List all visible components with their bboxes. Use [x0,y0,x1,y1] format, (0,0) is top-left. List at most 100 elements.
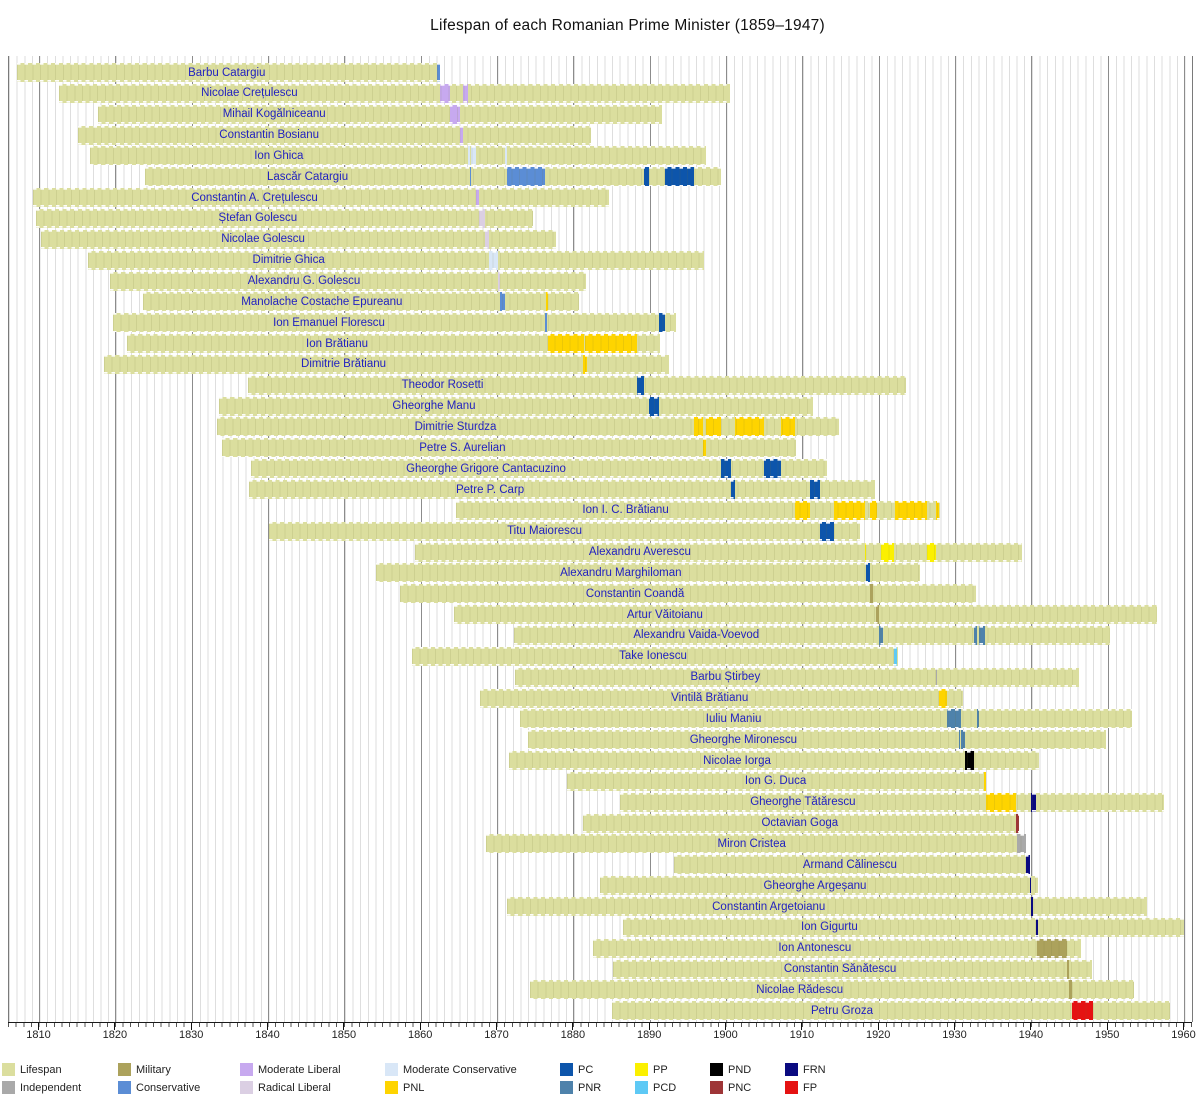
term-segment-conservative [469,167,472,187]
x-axis-tick-label: 1920 [865,1029,891,1041]
decade-gridline [268,56,270,1022]
term-segment-pnr [978,625,986,645]
lifespan-bar [218,396,814,416]
x-axis-decade-tick [190,1023,192,1030]
lifespan-bar [16,63,441,82]
pm-name-label: Nicolae Rădescu [756,983,844,996]
pm-name-label: Petru Groza [810,1004,873,1017]
decade-gridline [955,56,957,1022]
pm-name-label: Barbu Știrbey [690,671,761,684]
pm-name-label: Barbu Catargiu [188,66,266,79]
decade-gridline [1184,56,1186,1022]
x-axis-tick-label: 1870 [484,1029,509,1041]
term-segment-pc [658,313,665,333]
x-axis-tick-label: 1840 [255,1029,280,1041]
term-segment-pc [636,375,645,395]
legend-label-frn: FRN [803,1064,826,1076]
term-segment-independent [935,667,938,687]
pm-name-label: Ion Gigurtu [800,921,858,934]
legend-swatch-pc [560,1063,573,1076]
term-segment-pnl [705,417,722,437]
pm-name-label: Titu Maiorescu [507,525,583,538]
term-segment-pnl [794,500,811,520]
pm-name-label: Petre P. Carp [455,483,525,496]
x-axis-decade-tick [877,1023,879,1030]
lifespan-bar [216,417,840,437]
pm-name-label: Dimitrie Sturdza [414,420,497,433]
legend-label-radical_liberal: Radical Liberal [258,1082,331,1094]
term-segment-pp [926,542,937,562]
lifespan-bar [250,459,828,479]
legend-swatch-pcd [635,1081,648,1094]
lifespan-bar [674,855,1031,875]
legend-label-pc: PC [578,1064,594,1076]
legend-swatch-lifespan [2,1063,15,1076]
legend-label-pnc: PNC [728,1082,752,1094]
term-segment-frn [1031,792,1036,812]
term-segment-pnl [583,354,587,374]
pm-name-label: Miron Cristea [717,837,786,850]
pm-name-label: Constantin Sănătescu [783,963,897,976]
term-segment-pnl [983,771,987,791]
term-segment-frn [1029,876,1032,896]
lifespan-bar [269,521,861,541]
x-axis-decade-tick [1106,1023,1108,1030]
pm-name-label: Theodor Rosetti [401,379,484,392]
term-segment-military [1067,959,1070,979]
term-segment-moderate_conservative [504,146,507,166]
plot-area: Barbu Catargiu Nicolae Crețulescu Mihail K… [8,56,1193,1022]
lifespan-bar [375,563,921,583]
term-segment-pnl [734,417,765,437]
term-segment-radical_liberal [485,229,489,249]
term-segment-pnr [961,730,966,750]
pm-name-label: Alexandru Vaida-Voevod [633,629,760,642]
term-segment-frn [1035,917,1039,937]
term-segment-pnr [878,625,883,645]
term-segment-pnc [1016,813,1019,833]
legend-swatch-moderate_conservative [385,1063,398,1076]
lifespan-bar [126,334,661,354]
lifespan-bar [513,625,1110,645]
x-axis-tick-label: 1810 [26,1029,51,1041]
pm-name-label: Alexandru G. Golescu [247,275,361,287]
lifespan-bar [506,897,1147,916]
x-axis-tick-label: 1830 [178,1029,204,1041]
x-axis-tick-label: 1860 [407,1029,433,1041]
lifespan-bar [600,876,1039,896]
lifespan-bar [33,188,609,208]
x-axis-decade-tick [114,1023,116,1030]
pm-name-label: Iuliu Maniu [705,712,762,725]
term-segment-pp [864,542,867,562]
term-segment-pnl [547,334,584,354]
term-segment-moderate_liberal [440,83,451,103]
term-segment-military [1037,938,1068,958]
pm-name-label: Dimitrie Ghica [252,254,325,267]
pm-name-label: Constantin A. Crețulescu [191,191,318,204]
legend-swatch-pnl [385,1081,398,1094]
legend-swatch-moderate_liberal [240,1063,253,1076]
term-segment-pnr [959,709,962,729]
lifespan-bar [619,792,1164,812]
term-segment-pc [644,167,650,187]
lifespan-bar [528,730,1107,750]
term-segment-pc [721,459,731,479]
term-segment-pnl [833,500,865,520]
x-axis-decade-tick [1183,1023,1185,1030]
legend-swatch-pnr [560,1081,573,1094]
legend-label-pnd: PND [728,1064,752,1076]
legend-swatch-radical_liberal [240,1081,253,1094]
pm-name-label: Alexandru Marghiloman [560,566,682,579]
pm-name-label: Gheorghe Manu [392,400,476,413]
x-axis-tick-label: 1910 [789,1029,815,1041]
legend-label-fp: FP [803,1082,818,1094]
lifespan-bar [88,250,705,270]
term-segment-conservative [500,292,505,312]
x-axis-tick-label: 1880 [560,1029,586,1041]
term-segment-pnl [986,792,1017,812]
decade-gridline [1107,56,1109,1022]
term-segment-moderate_liberal [462,83,468,103]
lifespan-bar [515,667,1080,687]
legend-swatch-pnd [710,1063,723,1076]
lifespan-bar [112,313,676,333]
